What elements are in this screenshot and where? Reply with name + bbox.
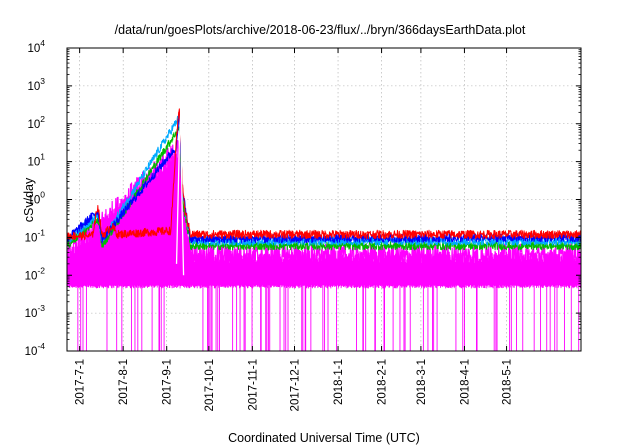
x-tick-label: 2017-8-1	[118, 359, 130, 405]
y-tick-label: 101	[27, 152, 45, 169]
x-tick-label: 2018-4-1	[459, 359, 471, 405]
y-tick-label: 10-3	[25, 303, 46, 320]
y-tick-label: 102	[27, 114, 45, 131]
series-line-3	[67, 125, 581, 251]
x-tick-label: 2018-5-1	[502, 359, 514, 405]
white-trace	[175, 112, 185, 276]
ticks	[67, 47, 581, 352]
y-tick-label: 104	[27, 38, 45, 55]
noise-floor-series	[67, 146, 581, 351]
x-tick-label: 2017-7-1	[75, 359, 87, 405]
series-line-4	[67, 140, 581, 272]
x-tick-label: 2018-1-1	[333, 359, 345, 405]
y-tick-label: 100	[27, 190, 45, 207]
x-tick-label: 2017-11-1	[247, 359, 259, 411]
y-tick-labels: 10-4 10-3 10-2 10-1 100 101 102 103 104	[25, 38, 46, 358]
y-tick-label: 10-1	[25, 227, 46, 244]
y-tick-label: 103	[27, 76, 45, 93]
x-tick-label: 2017-12-1	[290, 359, 302, 411]
x-tick-labels: 2017-7-1 2017-8-1 2017-9-1 2017-10-1 2017-11…	[75, 359, 514, 411]
plot-area	[66, 47, 582, 352]
y-axis-label: cSv/day	[22, 177, 36, 222]
x-axis-label: Coordinated Universal Time (UTC)	[228, 431, 420, 445]
x-tick-label: 2018-2-1	[377, 359, 389, 405]
x-tick-label: 2017-10-1	[204, 359, 216, 411]
y-tick-label: 10-4	[25, 341, 46, 358]
x-tick-label: 2017-9-1	[162, 359, 174, 405]
chart-title: /data/run/goesPlots/archive/2018-06-23/f…	[115, 23, 526, 37]
series-line-0	[67, 108, 581, 241]
x-tick-label: 2018-3-1	[416, 359, 428, 405]
data-layer	[67, 108, 581, 351]
y-tick-label: 10-2	[25, 265, 46, 282]
